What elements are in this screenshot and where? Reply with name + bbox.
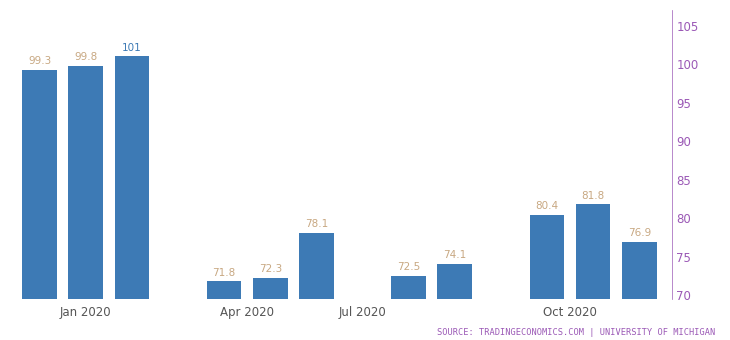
- Text: 99.3: 99.3: [28, 56, 51, 66]
- Bar: [530, 215, 564, 299]
- Text: 76.9: 76.9: [628, 228, 651, 238]
- Text: 78.1: 78.1: [304, 219, 328, 229]
- Bar: [69, 66, 103, 299]
- Text: 72.5: 72.5: [397, 262, 420, 272]
- Bar: [391, 276, 426, 299]
- Text: 74.1: 74.1: [443, 250, 466, 260]
- Bar: [299, 233, 334, 299]
- Bar: [437, 264, 472, 299]
- Bar: [23, 70, 57, 299]
- Text: 81.8: 81.8: [582, 190, 604, 201]
- Bar: [207, 282, 242, 299]
- Text: 101: 101: [122, 42, 142, 53]
- Bar: [253, 278, 288, 299]
- Text: 72.3: 72.3: [258, 264, 282, 274]
- Text: SOURCE: TRADINGECONOMICS.COM | UNIVERSITY OF MICHIGAN: SOURCE: TRADINGECONOMICS.COM | UNIVERSIT…: [437, 328, 715, 337]
- Bar: [115, 56, 149, 299]
- Bar: [622, 242, 656, 299]
- Text: 99.8: 99.8: [74, 52, 97, 62]
- Text: 80.4: 80.4: [536, 201, 558, 211]
- Bar: [576, 204, 610, 299]
- Text: 71.8: 71.8: [212, 268, 236, 278]
